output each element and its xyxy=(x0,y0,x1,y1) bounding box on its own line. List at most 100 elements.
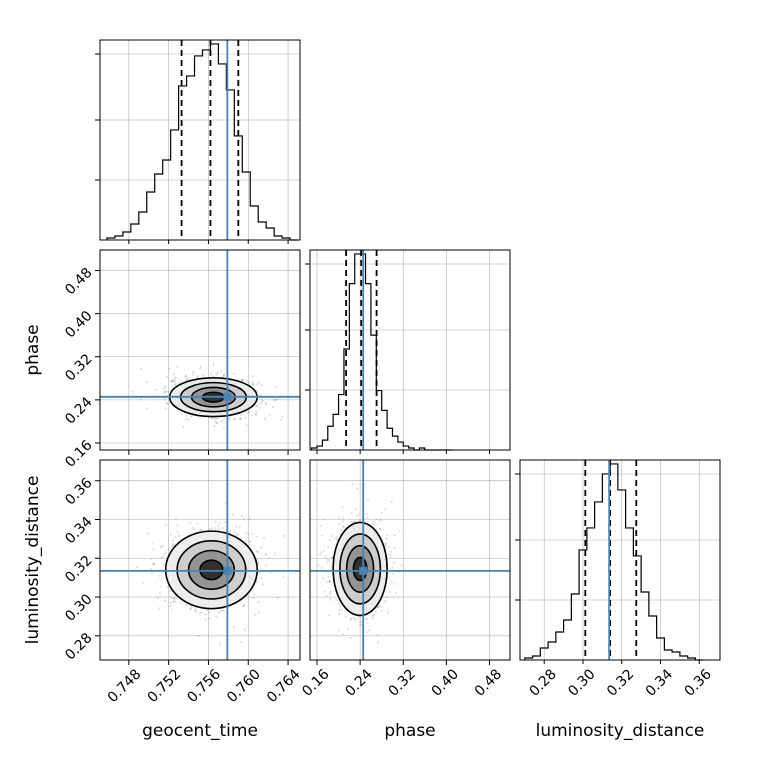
x-tick-label: 0.24 xyxy=(342,666,375,699)
sample-point xyxy=(256,383,258,385)
sample-point xyxy=(377,641,379,643)
sample-point xyxy=(340,529,342,531)
y-tick-label: 0.16 xyxy=(62,437,95,470)
sample-point xyxy=(185,375,187,377)
x-tick-label: 0.748 xyxy=(105,666,145,706)
sample-point xyxy=(341,506,343,508)
sample-point xyxy=(158,607,160,609)
sample-point xyxy=(153,563,155,565)
sample-point xyxy=(246,424,248,426)
x-tick-label: 0.16 xyxy=(299,666,332,699)
sample-point xyxy=(350,637,352,639)
sample-point xyxy=(366,622,368,624)
sample-point xyxy=(389,591,391,593)
sample-point xyxy=(169,605,171,607)
sample-point xyxy=(326,559,328,561)
sample-point xyxy=(218,611,220,613)
sample-point xyxy=(185,418,187,420)
y-tick-label: 0.36 xyxy=(62,475,95,508)
sample-point xyxy=(373,614,375,616)
sample-point xyxy=(221,610,223,612)
y-tick-label: 0.48 xyxy=(62,265,95,298)
sample-point xyxy=(373,522,375,524)
sample-point xyxy=(211,527,213,529)
sample-point xyxy=(136,566,138,568)
sample-point xyxy=(200,365,202,367)
sample-point xyxy=(253,597,255,599)
sample-point xyxy=(257,601,259,603)
y-tick-label: 0.32 xyxy=(62,553,95,586)
sample-point xyxy=(140,368,142,370)
sample-point xyxy=(240,641,242,643)
x-tick-label: 0.764 xyxy=(264,666,304,706)
sample-point xyxy=(329,591,331,593)
sample-point xyxy=(353,617,355,619)
sample-point xyxy=(151,572,153,574)
sample-point xyxy=(176,524,178,526)
sample-point xyxy=(378,519,380,521)
sample-point xyxy=(189,608,191,610)
sample-point xyxy=(215,373,217,375)
sample-point xyxy=(256,582,258,584)
sample-point xyxy=(253,593,255,595)
sample-point xyxy=(176,366,178,368)
sample-point xyxy=(258,407,260,409)
sample-point xyxy=(351,512,353,514)
sample-point xyxy=(210,372,212,374)
sample-point xyxy=(173,597,175,599)
x-axis-title-luminosity_distance: luminosity_distance xyxy=(536,721,705,741)
sample-point xyxy=(338,629,340,631)
x-tick-label: 0.28 xyxy=(526,666,559,699)
sample-point xyxy=(209,617,211,619)
sample-point xyxy=(381,511,383,513)
sample-point xyxy=(384,542,386,544)
sample-point xyxy=(205,613,207,615)
sample-point xyxy=(192,374,194,376)
sample-point xyxy=(322,577,324,579)
sample-point xyxy=(319,554,321,556)
sample-point xyxy=(199,367,201,369)
sample-point xyxy=(354,619,356,621)
sample-point xyxy=(172,540,174,542)
sample-point xyxy=(378,528,380,530)
sample-point xyxy=(215,615,217,617)
sample-point xyxy=(260,546,262,548)
sample-point xyxy=(386,596,388,598)
sample-point xyxy=(327,546,329,548)
hist2d-panel-phase-luminosity_distance xyxy=(310,460,510,665)
sample-point xyxy=(356,617,358,619)
sample-point xyxy=(324,591,326,593)
x-tick-label: 0.48 xyxy=(472,666,505,699)
sample-point xyxy=(391,581,393,583)
x-tick-label: 0.34 xyxy=(643,666,676,699)
sample-point xyxy=(259,403,261,405)
sample-point xyxy=(166,586,168,588)
sample-point xyxy=(384,508,386,510)
x-tick-label: 0.756 xyxy=(184,666,224,706)
sample-point xyxy=(155,389,157,391)
sample-point xyxy=(268,557,270,559)
sample-point xyxy=(366,618,368,620)
sample-point xyxy=(325,595,327,597)
sample-point xyxy=(391,567,393,569)
sample-point xyxy=(320,525,322,527)
sample-point xyxy=(395,592,397,594)
sample-point xyxy=(338,609,340,611)
sample-point xyxy=(189,522,191,524)
sample-point xyxy=(178,535,180,537)
sample-point xyxy=(359,624,361,626)
sample-point xyxy=(392,573,394,575)
sample-point xyxy=(147,532,149,534)
sample-point xyxy=(256,535,258,537)
sample-point xyxy=(244,416,246,418)
sample-point xyxy=(394,547,396,549)
sample-point xyxy=(333,538,335,540)
x-tick-label: 0.36 xyxy=(682,666,715,699)
sample-point xyxy=(165,408,167,410)
sample-point xyxy=(341,609,343,611)
panel-frame xyxy=(100,250,300,450)
sample-point xyxy=(391,501,393,503)
sample-point xyxy=(386,538,388,540)
sample-point xyxy=(243,518,245,520)
sample-point xyxy=(336,536,338,538)
